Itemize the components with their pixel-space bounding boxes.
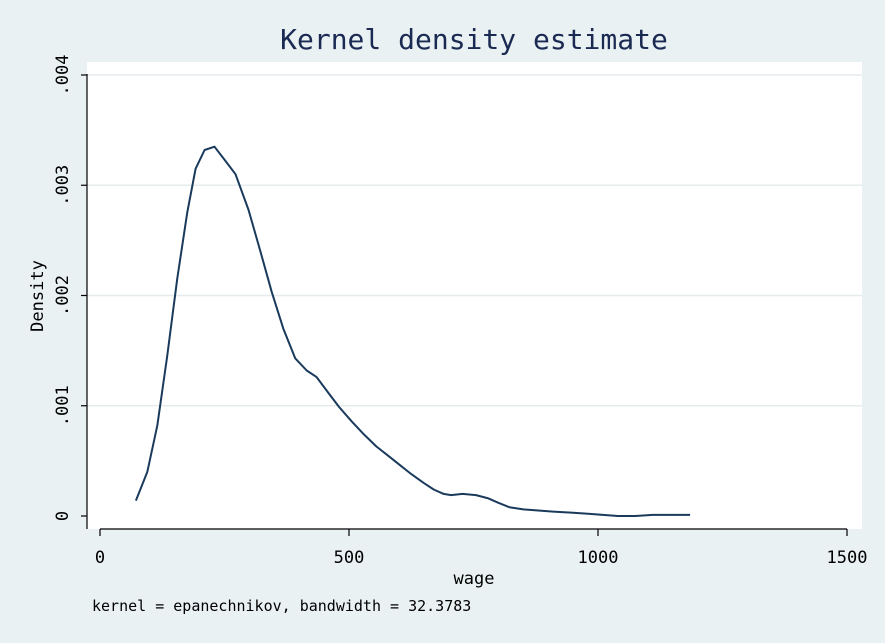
x-tick-label: 0	[95, 548, 105, 568]
chart-title: Kernel density estimate	[280, 23, 668, 56]
x-tick-label: 1000	[578, 548, 619, 568]
axes-layer	[86, 74, 847, 530]
y-tick-label: .003	[53, 165, 73, 206]
y-tick-label: 0	[53, 511, 73, 521]
x-axis-title: wage	[454, 569, 495, 589]
y-tick-label: .002	[53, 275, 73, 316]
y-tick-label: .004	[53, 55, 73, 96]
y-axis-title: Density	[28, 260, 48, 332]
x-tick-label: 1500	[827, 548, 868, 568]
density-series-line	[134, 145, 691, 517]
ticks-layer: 0 .001 .002 .003 .004 0 500 1000 1500	[53, 55, 867, 568]
y-tick-label: .001	[53, 385, 73, 426]
x-tick-label: 500	[334, 548, 365, 568]
chart-note: kernel = epanechnikov, bandwidth = 32.37…	[92, 597, 471, 615]
grid-layer	[87, 74, 862, 407]
